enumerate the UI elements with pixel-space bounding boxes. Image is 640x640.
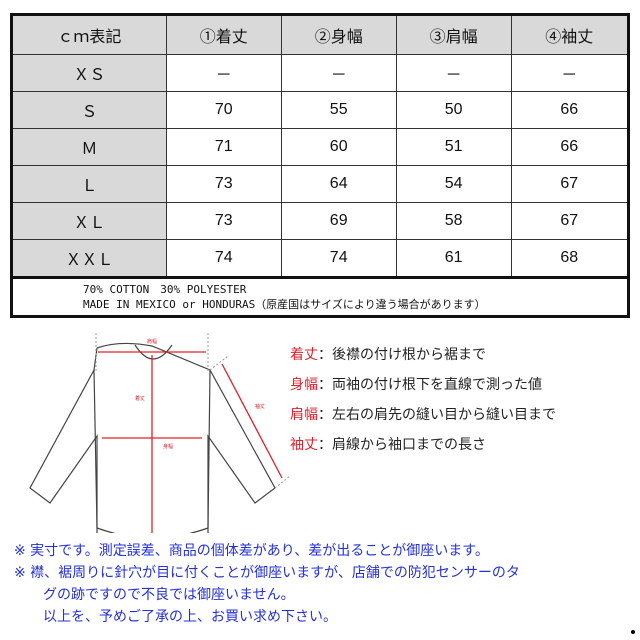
measurement-cell: 73 bbox=[165, 202, 282, 240]
definition-text: ：両袖の付け根下を直線で測った値 bbox=[318, 377, 542, 393]
measurement-cell: 67 bbox=[510, 165, 630, 203]
notice-line: 以上を、予めご了承の上、お買い求め下さい。 bbox=[43, 609, 337, 625]
header-cell: ｃｍ表記 bbox=[11, 14, 167, 55]
length-label: 着丈 bbox=[135, 395, 145, 402]
notice-line: ※ 襟、裾周りに針穴が目に付くことが御座いますが、店舗での防犯センサーのタ bbox=[14, 565, 520, 581]
measurement-definitions: 着丈：後襟の付け根から裾まで 身幅：両袖の付け根下を直線で測った値 肩幅：左右の… bbox=[290, 340, 556, 460]
material-notes: 70% COTTON 30% POLYESTER MADE IN MEXICO … bbox=[11, 276, 629, 317]
measurement-cell: 66 bbox=[510, 91, 630, 129]
size-label-cell: Ｍ bbox=[11, 128, 167, 166]
table-row: ＸＳ －－－－ bbox=[11, 54, 630, 92]
measurement-cell: 67 bbox=[510, 202, 630, 240]
shirt-outline bbox=[29, 342, 276, 533]
table-row: ＸＸＬ 74 74 61 68 bbox=[11, 239, 630, 278]
measurement-cell: － bbox=[395, 54, 512, 92]
measurement-cell: 55 bbox=[280, 91, 397, 129]
header-cell: ③肩幅 bbox=[395, 14, 512, 55]
measurement-cell: 74 bbox=[280, 239, 397, 278]
table-row: Ｍ 71 60 51 66 bbox=[11, 128, 630, 166]
table-row: ＸＬ 73 69 58 67 bbox=[11, 202, 630, 240]
measurement-cell: 50 bbox=[395, 91, 512, 129]
shirt-measurement-diagram: 肩幅 着丈 身幅 袖丈 bbox=[29, 333, 291, 533]
measurement-cell: 60 bbox=[280, 128, 397, 166]
definition-item: 袖丈：肩線から袖口までの長さ bbox=[290, 430, 556, 460]
table-row: Ｓ 70 55 50 66 bbox=[11, 91, 630, 129]
measurement-cell: 61 bbox=[395, 239, 512, 278]
measurement-cell: 70 bbox=[165, 91, 282, 129]
measurement-cell: 73 bbox=[165, 165, 282, 203]
measurement-arrows bbox=[98, 351, 283, 533]
size-label-cell: ＸＬ bbox=[11, 202, 167, 240]
header-cell: ②身幅 bbox=[280, 14, 397, 55]
table-row: Ｌ 73 64 54 67 bbox=[11, 165, 630, 203]
table-header-row: ｃｍ表記 ①着丈 ②身幅 ③肩幅 ④袖丈 bbox=[11, 14, 630, 55]
definition-text: ：左右の肩先の縫い目から縫い目まで bbox=[318, 407, 556, 423]
size-table: ｃｍ表記 ①着丈 ②身幅 ③肩幅 ④袖丈 ＸＳ －－－－ Ｓ 70 55 50 66 Ｍ 71 6… bbox=[10, 13, 630, 318]
material-line: 70% COTTON 30% POLYESTER bbox=[83, 283, 247, 296]
measurement-cell: － bbox=[280, 54, 397, 92]
definition-item: 着丈：後襟の付け根から裾まで bbox=[290, 340, 556, 370]
size-label-cell: ＸＳ bbox=[11, 54, 167, 92]
definition-key: 着丈 bbox=[290, 347, 318, 363]
measurement-cell: － bbox=[165, 54, 282, 92]
size-label-cell: ＸＸＬ bbox=[11, 239, 167, 278]
measurement-cell: 71 bbox=[165, 128, 282, 166]
header-cell: ①着丈 bbox=[165, 14, 282, 55]
notice-line: ※ 実寸です。測定誤差、商品の個体差があり、差が出ることが御座います。 bbox=[14, 543, 489, 559]
definition-item: 身幅：両袖の付け根下を直線で測った値 bbox=[290, 370, 556, 400]
measurement-cell: 58 bbox=[395, 202, 512, 240]
definition-item: 肩幅：左右の肩先の縫い目から縫い目まで bbox=[290, 400, 556, 430]
measurement-cell: 66 bbox=[510, 128, 630, 166]
measurement-cell: 69 bbox=[280, 202, 397, 240]
header-cell: ④袖丈 bbox=[510, 14, 630, 55]
definition-text: ：後襟の付け根から裾まで bbox=[318, 347, 486, 363]
measurement-cell: 74 bbox=[165, 239, 282, 278]
width-label: 身幅 bbox=[163, 443, 173, 450]
measurement-cell: 64 bbox=[280, 165, 397, 203]
definition-key: 袖丈 bbox=[290, 437, 318, 453]
size-label-cell: Ｌ bbox=[11, 165, 167, 203]
definition-key: 身幅 bbox=[290, 377, 318, 393]
origin-line: MADE IN MEXICO or HONDURAS（原産国はサイズにより違う場… bbox=[83, 298, 486, 311]
measurement-cell: 68 bbox=[510, 239, 630, 278]
definition-text: ：肩線から袖口までの長さ bbox=[318, 437, 486, 453]
measurement-cell: 51 bbox=[395, 128, 512, 166]
notices: ※ 実寸です。測定誤差、商品の個体差があり、差が出ることが御座います。 ※ 襟、… bbox=[14, 540, 520, 628]
sleeve-label: 袖丈 bbox=[255, 403, 265, 410]
measurement-cell: － bbox=[510, 54, 630, 92]
measurement-cell: 54 bbox=[395, 165, 512, 203]
size-label-cell: Ｓ bbox=[11, 91, 167, 129]
definition-key: 肩幅 bbox=[290, 407, 318, 423]
notice-line: グの跡ですので不良では御座いません。 bbox=[43, 587, 295, 603]
dot-mark bbox=[631, 630, 635, 634]
shoulder-label: 肩幅 bbox=[147, 338, 157, 345]
